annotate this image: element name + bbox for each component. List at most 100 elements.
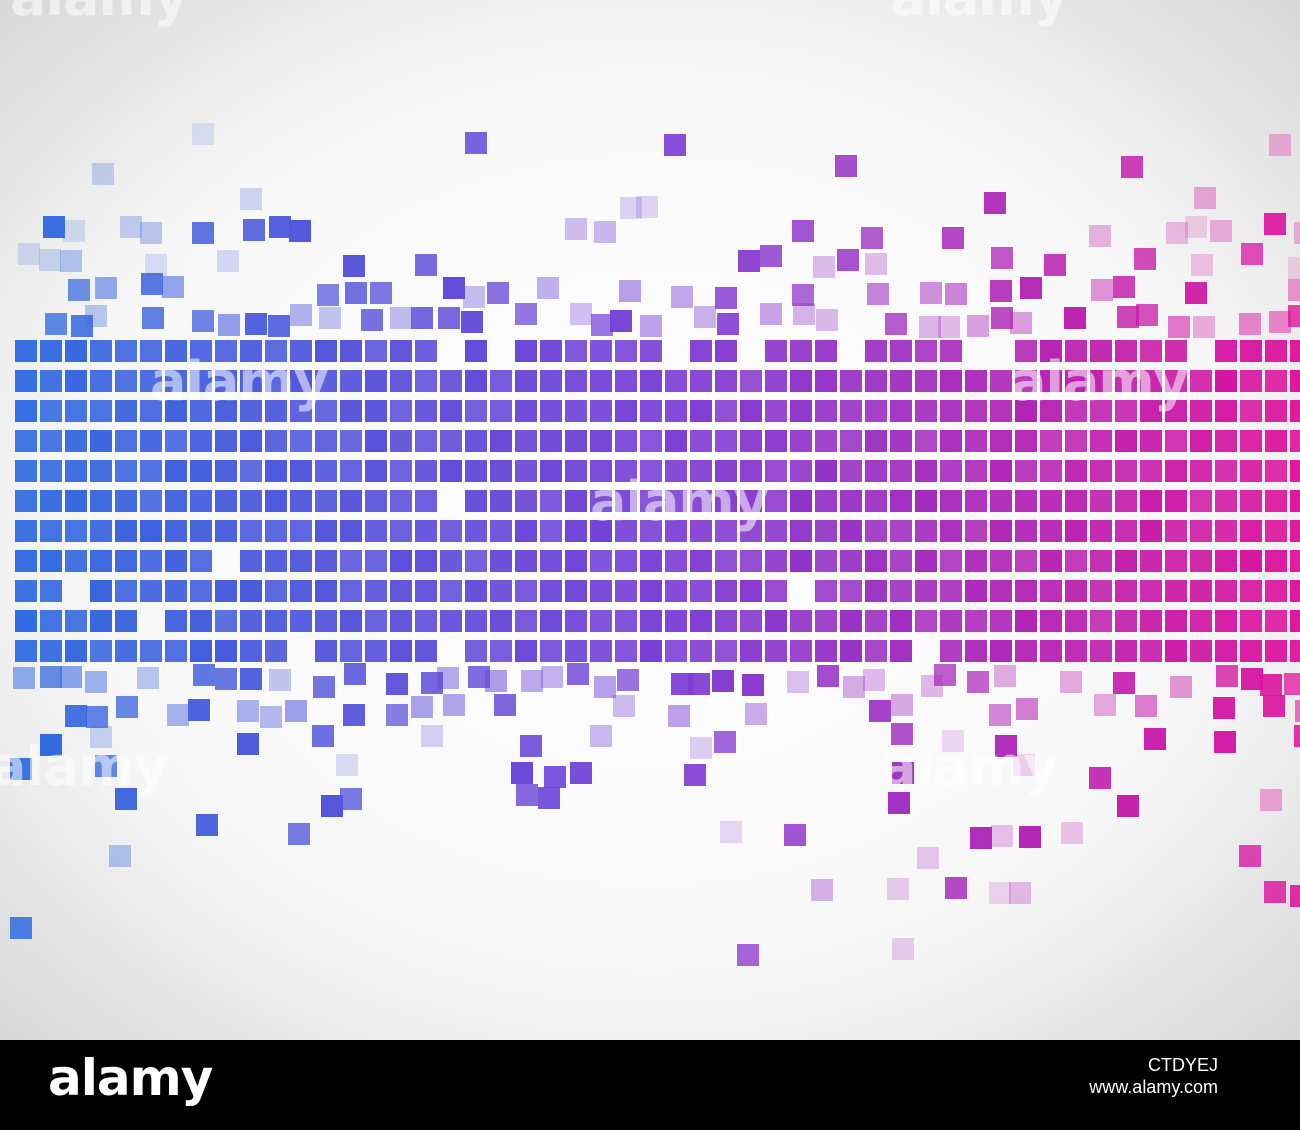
mosaic-tile [540, 520, 562, 542]
mosaic-tile [1009, 882, 1031, 904]
mosaic-tile [13, 667, 35, 689]
mosaic-tile [465, 640, 487, 662]
mosaic-tile [1140, 460, 1162, 482]
mosaic-tile [340, 460, 362, 482]
mosaic-tile [345, 282, 367, 304]
mosaic-tile [540, 610, 562, 632]
mosaic-tile [995, 735, 1017, 757]
mosaic-tile [15, 340, 37, 362]
mosaic-tile [892, 762, 914, 784]
mosaic-tile [1015, 430, 1037, 452]
mosaic-tile [740, 460, 762, 482]
mosaic-tile [116, 696, 138, 718]
mosaic-tile [15, 460, 37, 482]
mosaic-tile [664, 134, 686, 156]
mosaic-tile [640, 580, 662, 602]
mosaic-tile [967, 315, 989, 337]
mosaic-tile [167, 704, 189, 726]
mosaic-tile [965, 490, 987, 512]
mosaic-tile [940, 520, 962, 542]
mosaic-tile [440, 580, 462, 602]
mosaic-tile [90, 430, 112, 452]
mosaic-tile [1165, 520, 1187, 542]
mosaic-tile [915, 340, 937, 362]
mosaic-tile [461, 311, 483, 333]
mosaic-tile [590, 640, 612, 662]
mosaic-tile [1290, 340, 1300, 362]
mosaic-tile [538, 787, 560, 809]
mosaic-tile [684, 764, 706, 786]
mosaic-tile [511, 762, 533, 784]
mosaic-tile [265, 460, 287, 482]
mosaic-tile [465, 490, 487, 512]
mosaic-tile [290, 550, 312, 572]
mosaic-tile [1264, 881, 1286, 903]
mosaic-tile [465, 610, 487, 632]
mosaic-tile [92, 163, 114, 185]
mosaic-tile [340, 490, 362, 512]
mosaic-tile [940, 370, 962, 392]
mosaic-tile [865, 580, 887, 602]
mosaic-tile [1265, 640, 1287, 662]
mosaic-tile [240, 640, 262, 662]
mosaic-tile [714, 731, 736, 753]
mosaic-tile [590, 460, 612, 482]
mosaic-tile [115, 430, 137, 452]
mosaic-tile [240, 430, 262, 452]
mosaic-tile [690, 520, 712, 542]
mosaic-tile [1165, 490, 1187, 512]
mosaic-tile [269, 216, 291, 238]
mosaic-tile [463, 286, 485, 308]
mosaic-tile [10, 917, 32, 939]
mosaic-tile [1240, 370, 1262, 392]
mosaic-tile [265, 520, 287, 542]
mosaic-tile [365, 520, 387, 542]
mosaic-tile [615, 580, 637, 602]
mosaic-tile [665, 490, 687, 512]
mosaic-tile [991, 825, 1013, 847]
mosaic-tile [617, 669, 639, 691]
mosaic-tile [940, 640, 962, 662]
mosaic-tile [465, 460, 487, 482]
mosaic-tile [487, 282, 509, 304]
mosaic-tile [565, 550, 587, 572]
mosaic-tile [1190, 580, 1212, 602]
mosaic-tile [1290, 580, 1300, 602]
mosaic-tile [240, 460, 262, 482]
mosaic-tile [790, 430, 812, 452]
mosaic-tile [1115, 460, 1137, 482]
mosaic-tile [1190, 460, 1212, 482]
mosaic-tile [1144, 728, 1166, 750]
mosaic-tile [40, 550, 62, 572]
mosaic-tile [390, 460, 412, 482]
mosaic-tile [313, 676, 335, 698]
mosaic-tile [365, 580, 387, 602]
mosaic-tile [1090, 430, 1112, 452]
mosaic-tile [265, 370, 287, 392]
mosaic-tile [615, 370, 637, 392]
mosaic-tile [989, 882, 1011, 904]
mosaic-tile [240, 668, 262, 690]
mosaic-tile [793, 303, 815, 325]
mosaic-tile [915, 550, 937, 572]
mosaic-tile [1165, 550, 1187, 572]
mosaic-tile [565, 370, 587, 392]
mosaic-tile [940, 340, 962, 362]
mosaic-tile [290, 520, 312, 542]
mosaic-tile [65, 460, 87, 482]
mosaic-tile [690, 640, 712, 662]
mosaic-tile [115, 788, 137, 810]
mosaic-tile [40, 460, 62, 482]
mosaic-tile [315, 640, 337, 662]
mosaic-tile [1040, 400, 1062, 422]
mosaic-tile [537, 277, 559, 299]
mosaic-tile [1290, 400, 1300, 422]
mosaic-tile [919, 316, 941, 338]
mosaic-tile [940, 610, 962, 632]
mosaic-tile [717, 313, 739, 335]
mosaic-tile [1265, 550, 1287, 572]
mosaic-tile [890, 550, 912, 572]
mosaic-tile [567, 663, 589, 685]
mosaic-tile [891, 694, 913, 716]
mosaic-tile [615, 400, 637, 422]
